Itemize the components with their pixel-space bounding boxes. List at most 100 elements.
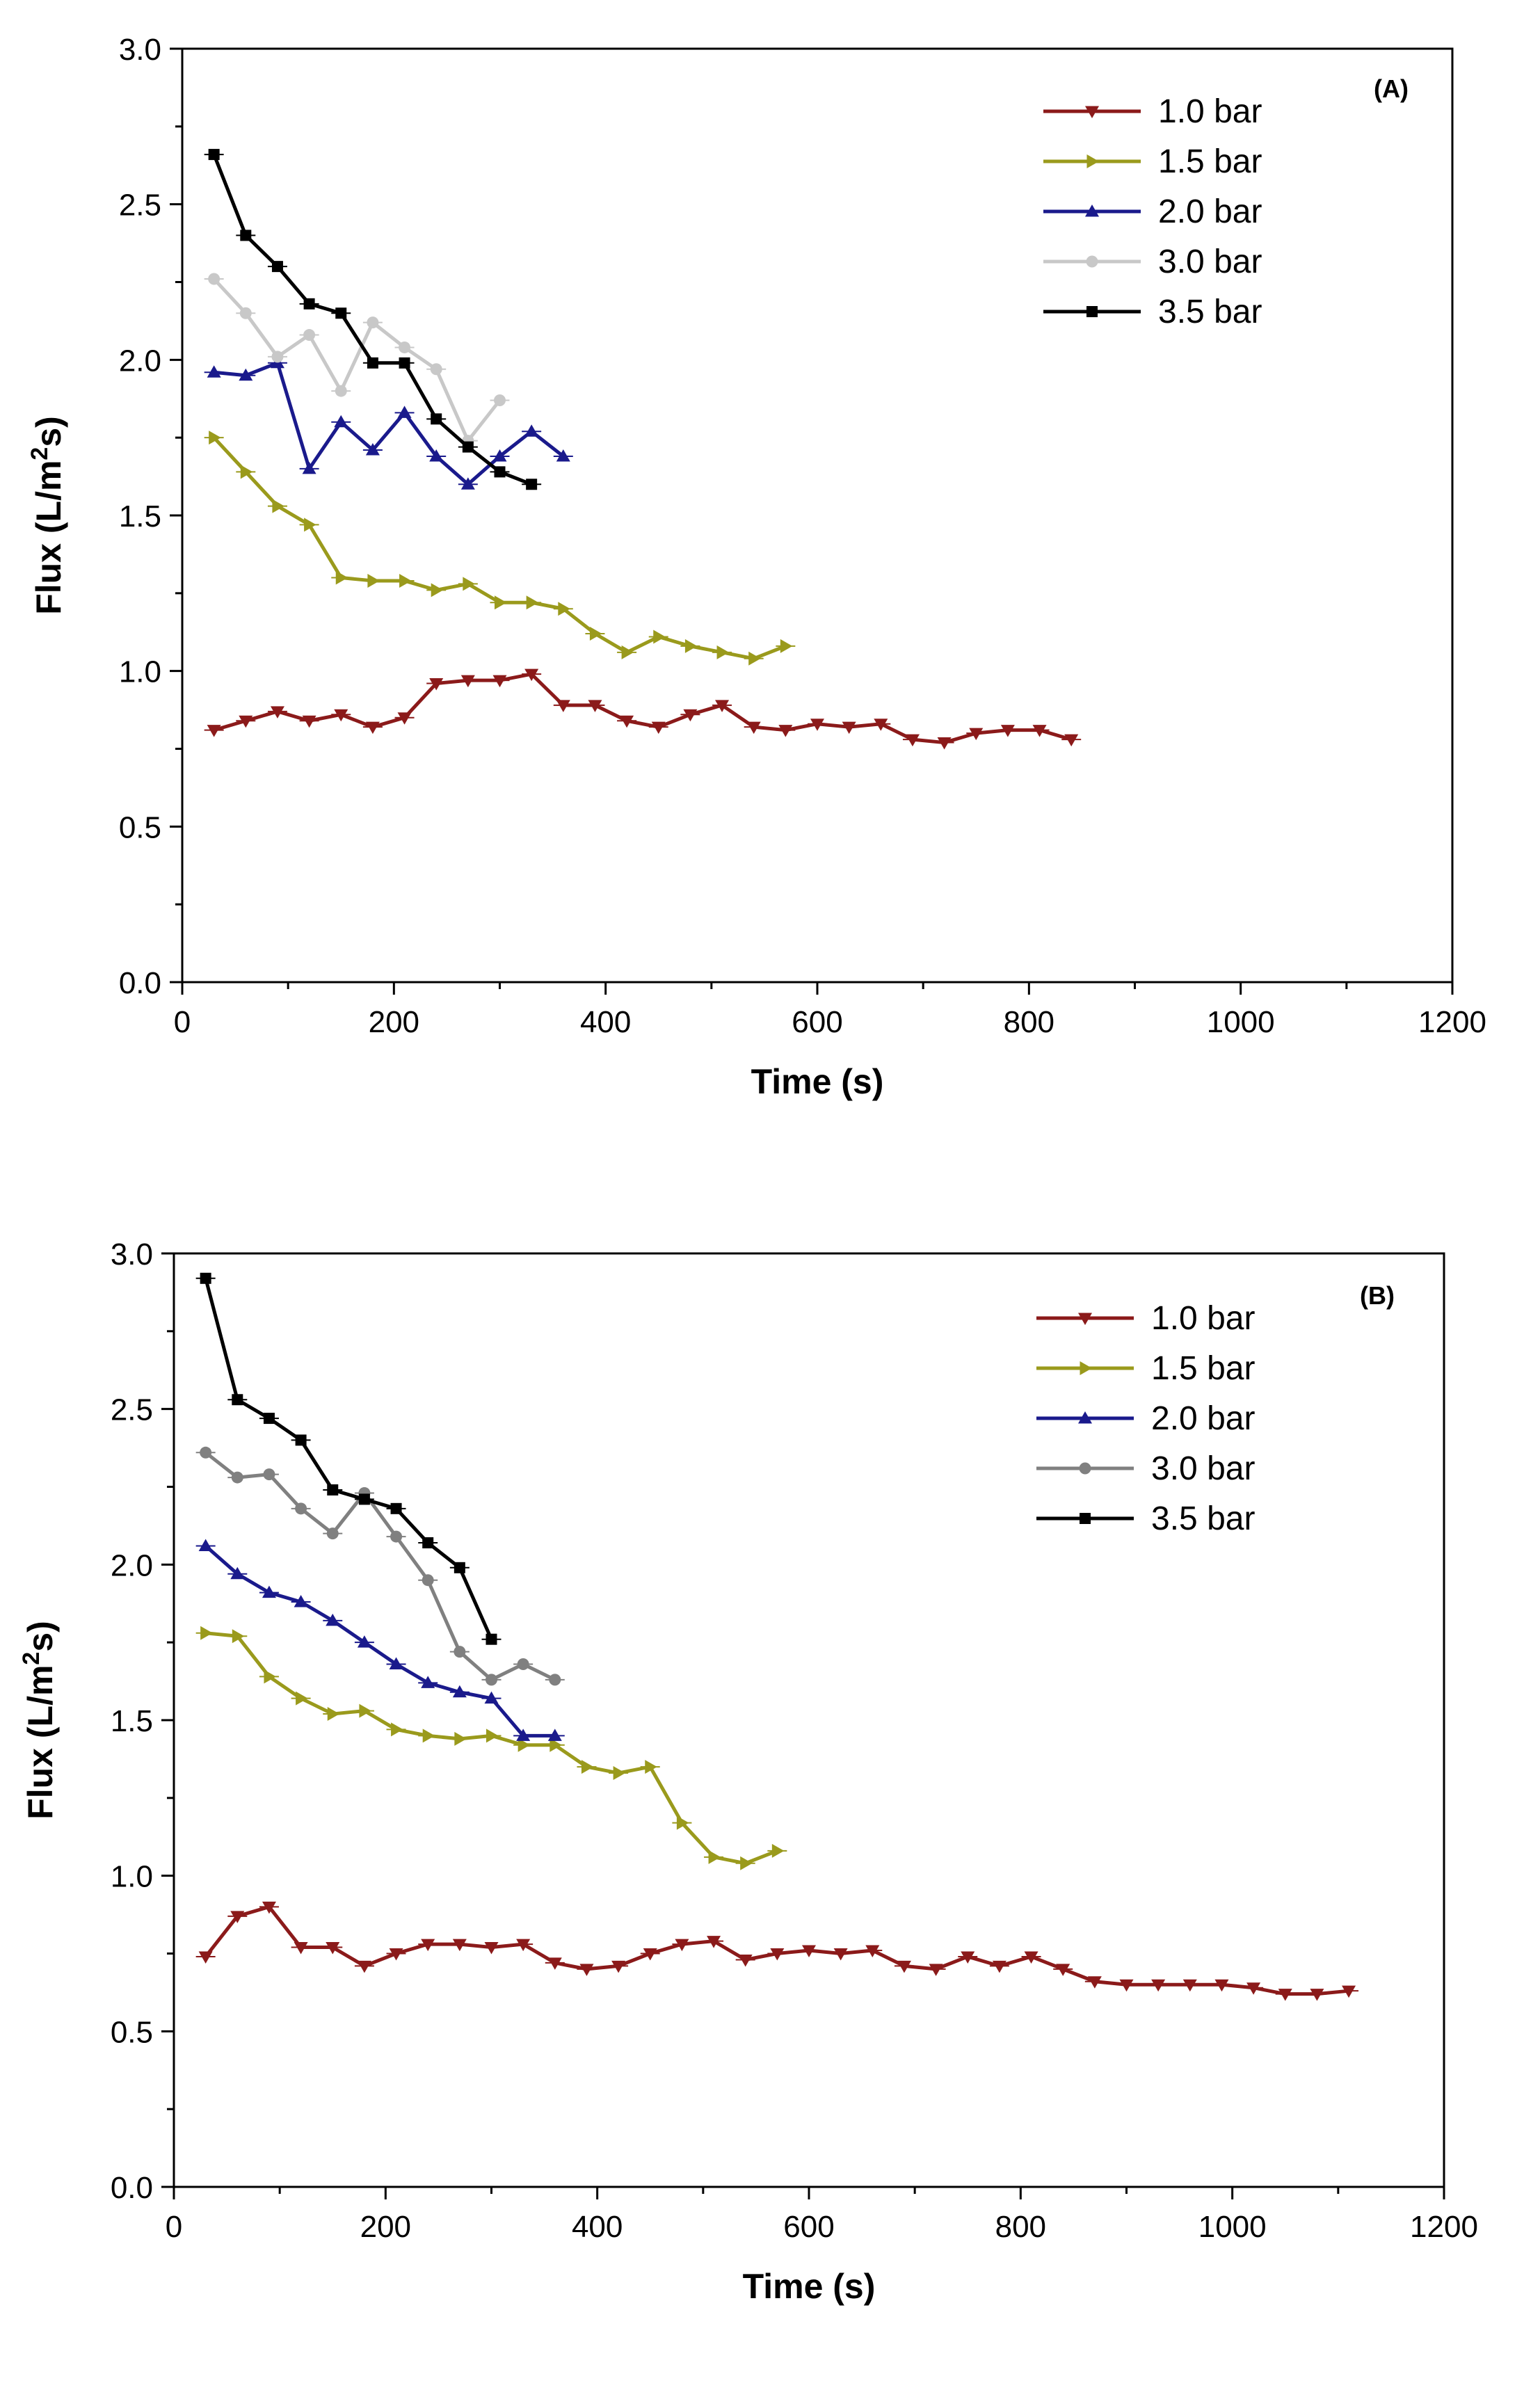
- data-point: [611, 1960, 626, 1973]
- data-point: [547, 1729, 562, 1741]
- data-point: [239, 307, 252, 319]
- data-point: [302, 461, 316, 474]
- data-point: [992, 1960, 1006, 1973]
- data-point: [486, 1674, 497, 1686]
- data-point: [358, 1493, 370, 1505]
- data-point: [1246, 1982, 1261, 1995]
- data-point: [715, 700, 730, 712]
- data-point: [295, 1434, 307, 1446]
- data-point: [421, 1676, 435, 1688]
- data-point: [230, 1566, 245, 1580]
- data-point: [452, 1685, 467, 1698]
- legend-marker: [1085, 204, 1099, 217]
- data-point: [549, 1674, 561, 1686]
- data-point: [746, 721, 761, 735]
- data-point: [716, 645, 730, 659]
- x-tick-label: 0: [174, 1005, 191, 1039]
- data-point: [302, 715, 316, 728]
- series-3-0-bar: [204, 273, 510, 447]
- data-point: [518, 1738, 531, 1752]
- data-point: [271, 351, 284, 363]
- series-2-0-bar: [195, 1539, 565, 1741]
- panel-label: (B): [1360, 1281, 1395, 1310]
- data-point: [399, 357, 410, 369]
- x-tick-label: 1200: [1410, 2210, 1478, 2244]
- data-point: [865, 1945, 880, 1958]
- data-point: [526, 595, 539, 610]
- data-point: [208, 273, 220, 285]
- data-point: [454, 1731, 467, 1746]
- data-point: [200, 1626, 213, 1640]
- data-point: [558, 602, 570, 616]
- legend-label: 1.0 bar: [1158, 93, 1262, 130]
- data-point: [397, 406, 412, 418]
- data-point: [1310, 1989, 1324, 2001]
- data-point: [294, 1942, 308, 1955]
- x-tick-label: 400: [572, 2210, 623, 2244]
- data-point: [1214, 1979, 1229, 1992]
- data-point: [230, 1911, 245, 1923]
- data-point: [335, 570, 348, 585]
- data-point: [494, 466, 506, 478]
- data-point: [431, 413, 442, 425]
- series-line: [213, 672, 1072, 745]
- data-point: [1064, 734, 1079, 747]
- data-point: [208, 149, 220, 161]
- data-point: [231, 1471, 243, 1484]
- series-2-0-bar: [204, 355, 573, 490]
- data-point: [431, 583, 444, 598]
- data-point: [389, 1948, 403, 1961]
- data-point: [232, 1394, 243, 1406]
- data-point: [621, 645, 634, 659]
- data-point: [365, 443, 380, 456]
- x-tick-label: 1000: [1198, 2210, 1267, 2244]
- series-1-0-bar: [204, 668, 1082, 750]
- data-point: [270, 706, 284, 719]
- series-line: [214, 361, 565, 486]
- data-point: [929, 1964, 943, 1976]
- legend-marker: [1085, 106, 1099, 118]
- legend-entry: 3.0 bar: [1043, 243, 1262, 280]
- data-point: [897, 1960, 911, 1973]
- data-point: [517, 1658, 529, 1670]
- panel-label: (A): [1374, 74, 1409, 103]
- data-point: [486, 1633, 497, 1645]
- x-axis-title: Time (s): [743, 2267, 876, 2306]
- data-point: [422, 1729, 435, 1743]
- data-point: [334, 415, 348, 428]
- data-point: [390, 1530, 403, 1543]
- series-line: [204, 1451, 556, 1682]
- data-point: [1278, 1989, 1292, 2001]
- data-point: [675, 1939, 689, 1952]
- legend-entry: 1.5 bar: [1036, 1350, 1255, 1387]
- data-point: [524, 668, 539, 682]
- data-point: [740, 1856, 753, 1870]
- data-point: [748, 651, 761, 666]
- data-point: [200, 1272, 211, 1284]
- x-tick-label: 400: [580, 1005, 631, 1039]
- data-point: [357, 1960, 371, 1973]
- x-tick-label: 1000: [1207, 1005, 1275, 1039]
- x-tick-label: 600: [792, 1005, 842, 1039]
- data-point: [399, 341, 411, 353]
- legend-entry: 3.5 bar: [1043, 294, 1262, 330]
- data-point: [645, 1760, 657, 1774]
- data-point: [365, 721, 380, 735]
- legend-entry: 1.5 bar: [1043, 143, 1262, 180]
- data-point: [359, 1703, 371, 1718]
- data-point: [296, 1691, 308, 1706]
- legend-label: 1.5 bar: [1158, 143, 1262, 180]
- y-tick-label: 1.5: [119, 499, 161, 534]
- data-point: [937, 737, 952, 750]
- data-point: [357, 1635, 371, 1648]
- x-tick-label: 800: [995, 2210, 1046, 2244]
- data-point: [389, 1657, 403, 1669]
- data-point: [198, 1539, 213, 1551]
- y-tick-label: 0.5: [119, 810, 161, 844]
- data-point: [778, 725, 793, 737]
- data-point: [516, 1729, 531, 1741]
- legend-marker: [1078, 1313, 1092, 1325]
- data-point: [588, 700, 602, 712]
- legend-label: 2.0 bar: [1158, 193, 1262, 230]
